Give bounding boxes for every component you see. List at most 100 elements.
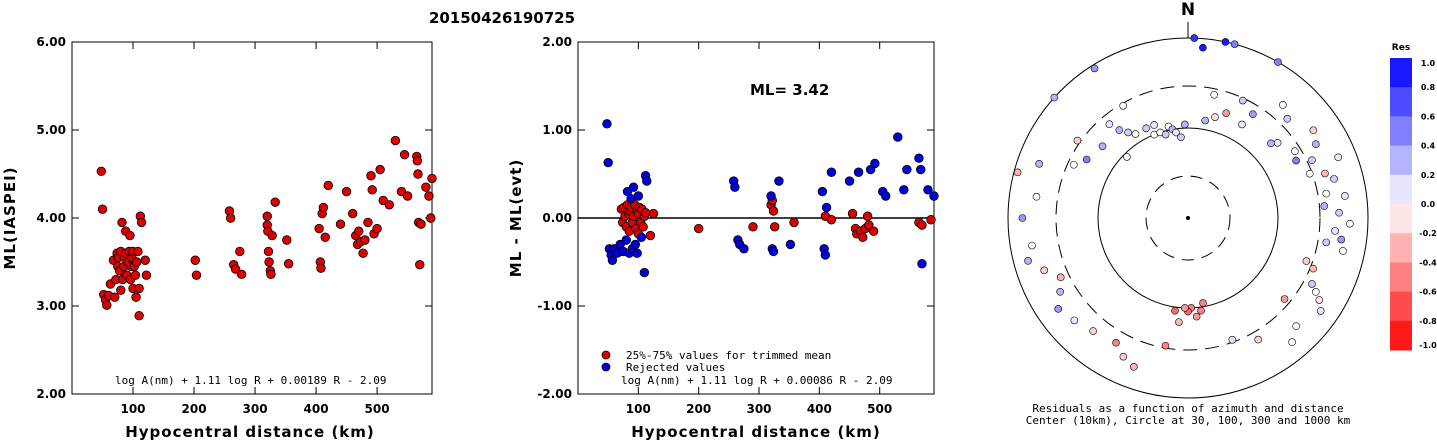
plot2-y-ticks: -2.00 -1.00 0.00 1.00 2.00 bbox=[537, 35, 934, 401]
colorbar-swatch bbox=[1390, 204, 1412, 234]
plot1-data-point bbox=[131, 257, 142, 267]
plot2-y-label: ML - ML(evt) bbox=[507, 159, 525, 277]
plot2-data-point bbox=[603, 157, 613, 168]
polar-station-point bbox=[1035, 160, 1043, 168]
colorbar-swatch bbox=[1390, 116, 1412, 147]
plot1-data-point bbox=[341, 186, 352, 197]
plot2-data-point bbox=[602, 119, 612, 129]
plot2-data-point bbox=[826, 215, 837, 225]
polar-station-point bbox=[1119, 352, 1128, 361]
plot1-data-point bbox=[110, 292, 120, 302]
polar-station-point bbox=[1175, 318, 1183, 326]
plot1-data-point bbox=[263, 246, 274, 257]
plot1-data-point bbox=[316, 263, 326, 273]
plot1-y-tick-label: 2.00 bbox=[36, 387, 66, 401]
plot2-data-point bbox=[902, 164, 912, 175]
polar-station-point bbox=[1292, 156, 1300, 165]
polar-station-point bbox=[1230, 40, 1239, 48]
plot1-x-ticks: 100 200 300 400 500 bbox=[120, 42, 390, 416]
plot1-data-point bbox=[134, 283, 144, 294]
plot2-data-point bbox=[929, 191, 939, 201]
plot1-data-point bbox=[266, 269, 276, 280]
plot2-data-point bbox=[640, 208, 651, 218]
polar-station-point bbox=[1274, 58, 1282, 66]
polar-station-point bbox=[1279, 101, 1287, 109]
polar-station-point bbox=[1291, 147, 1299, 156]
polar-station-point bbox=[1238, 120, 1246, 129]
polar-station-point bbox=[1322, 189, 1331, 198]
plot1-data-point bbox=[116, 285, 126, 295]
polar-station-point bbox=[1210, 90, 1218, 99]
polar-station-point bbox=[1082, 155, 1091, 164]
plot1-y-ticks: 2.00 3.00 4.00 5.00 6.00 bbox=[36, 35, 432, 401]
plot1-y-tick-label: 6.00 bbox=[36, 35, 66, 49]
polar-station-point bbox=[1028, 241, 1036, 250]
plot1-data-point bbox=[264, 257, 274, 267]
polar-station-point bbox=[1112, 338, 1120, 347]
polar-station-point bbox=[1013, 168, 1022, 177]
plot1-data-point bbox=[267, 230, 277, 241]
polar-station-point bbox=[1322, 238, 1331, 247]
plot1-data-point bbox=[358, 248, 368, 258]
plot2-data-point bbox=[817, 186, 828, 197]
polar-station-point bbox=[1050, 93, 1059, 102]
polar-station-point bbox=[1228, 335, 1237, 344]
plot2-formula: log A(nm) + 1.11 log R + 0.00086 R - 2.0… bbox=[621, 374, 893, 387]
plot2-data-point bbox=[899, 185, 909, 195]
colorbar-swatch bbox=[1390, 145, 1412, 176]
plot2-data-point bbox=[636, 232, 647, 243]
colorbar-swatch bbox=[1390, 58, 1412, 88]
circle-30km bbox=[1145, 175, 1231, 261]
plot1-y-tick-label: 3.00 bbox=[36, 299, 66, 313]
polar-station-point bbox=[1302, 257, 1311, 265]
polar-station-point bbox=[1221, 38, 1230, 46]
legend-label-rejected: Rejected values bbox=[626, 361, 725, 374]
plot2-data-point bbox=[853, 167, 864, 177]
plot2-data-point bbox=[923, 185, 933, 195]
colorbar-swatch bbox=[1390, 291, 1412, 322]
polar-station-point bbox=[1119, 101, 1127, 110]
plot2-data-point bbox=[645, 230, 656, 241]
plot2-data-point bbox=[844, 176, 855, 186]
polar-station-point bbox=[1131, 130, 1140, 138]
plot1-data-point bbox=[426, 213, 436, 223]
colorbar-tick-label: 0.4 bbox=[1421, 142, 1436, 151]
polar-station-point bbox=[1098, 142, 1107, 151]
plot1-data-point bbox=[96, 166, 106, 177]
colorbar-ticks: 1.0 0.8 0.6 0.4 0.2 0.0 -0.2 -0.4 -0.6 -0.8 -1.0 bbox=[1419, 59, 1437, 350]
plot2-x-tick-label: 100 bbox=[626, 402, 651, 416]
plot1-data-point bbox=[415, 259, 425, 270]
plot2-data-point bbox=[639, 267, 650, 278]
plot2-data-point bbox=[917, 259, 927, 269]
ml-residual-plot: 100 200 300 400 500 -2.00 -1.00 0.00 1.00 2.00 M… bbox=[507, 35, 939, 441]
polar-station-point bbox=[1018, 214, 1027, 222]
plot2-data-point bbox=[621, 235, 631, 245]
polar-station-point bbox=[1032, 192, 1041, 201]
colorbar-title: Res bbox=[1392, 43, 1410, 53]
polar-station-point bbox=[1123, 153, 1131, 161]
plot1-data-point bbox=[230, 264, 241, 274]
polar-station-point bbox=[1292, 322, 1300, 330]
polar-caption-line2: Center (10km), Circle at 30, 100, 300 an… bbox=[1026, 414, 1351, 427]
plot1-data-point bbox=[236, 269, 247, 280]
polar-station-point bbox=[1190, 34, 1199, 42]
polar-station-point bbox=[1056, 287, 1064, 296]
colorbar-swatch bbox=[1390, 87, 1412, 117]
polar-station-point bbox=[1308, 156, 1316, 164]
polar-station-point bbox=[1280, 295, 1289, 303]
legend-marker-trimmed bbox=[601, 350, 611, 360]
plot2-data-point bbox=[789, 217, 799, 228]
polar-station-point bbox=[1171, 306, 1179, 315]
polar-station-point bbox=[1335, 208, 1343, 217]
plot2-x-tick-label: 500 bbox=[867, 402, 892, 416]
plot1-y-tick-label: 4.00 bbox=[36, 211, 66, 225]
plot2-data-point bbox=[862, 211, 873, 221]
polar-station-point bbox=[1070, 160, 1078, 169]
polar-station-point bbox=[1181, 304, 1189, 312]
plot1-data-point bbox=[125, 230, 135, 241]
plot1-data-point bbox=[102, 300, 112, 310]
plot1-data-point bbox=[413, 169, 423, 179]
plot1-data-point bbox=[141, 270, 152, 280]
polar-station-point bbox=[1070, 316, 1079, 325]
plot1-data-point bbox=[134, 310, 144, 321]
